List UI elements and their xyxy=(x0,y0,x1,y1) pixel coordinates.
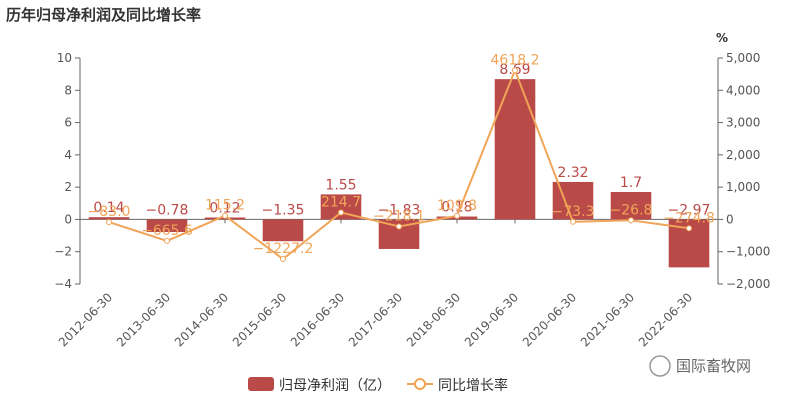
y-tick-label: −4 xyxy=(54,277,72,291)
y2-tick-label: 4,000 xyxy=(726,83,760,97)
bar-label: −1.83 xyxy=(378,202,421,218)
point-label: −218.1 xyxy=(373,208,425,224)
bar-label: 0.12 xyxy=(209,200,240,216)
point-label: 4618.2 xyxy=(491,52,540,68)
point xyxy=(570,218,576,225)
y-tick-label: 6 xyxy=(64,116,72,130)
point-label: 214.7 xyxy=(321,194,361,210)
point xyxy=(454,212,460,219)
y-tick-label: 2 xyxy=(64,180,72,194)
x-tick-label: 2015-06-30 xyxy=(230,290,289,349)
y-tick-label: 4 xyxy=(64,148,72,162)
bar xyxy=(610,191,652,220)
point xyxy=(338,209,344,216)
y2-tick-label: 3,000 xyxy=(726,116,760,130)
y-tick-label: −2 xyxy=(54,245,72,259)
x-tick-label: 2014-06-30 xyxy=(172,290,231,349)
bar xyxy=(88,217,130,220)
bar-label: 0.14 xyxy=(93,200,124,216)
y2-tick-label: 5,000 xyxy=(726,51,760,65)
y2-tick-label: 0 xyxy=(726,212,734,226)
bar xyxy=(146,219,188,233)
point-label: −274.8 xyxy=(663,210,715,226)
watermark-icon xyxy=(649,355,671,377)
x-tick-label: 2021-06-30 xyxy=(578,290,637,349)
point-label: −26.8 xyxy=(610,202,653,218)
x-tick-label: 2016-06-30 xyxy=(288,290,347,349)
point xyxy=(396,223,402,230)
legend-swatch xyxy=(248,377,274,391)
y2-tick-label: −2,000 xyxy=(726,277,770,291)
bar-label: 2.32 xyxy=(557,165,588,181)
bar xyxy=(262,219,304,242)
point-label: −73.3 xyxy=(552,204,595,220)
y-tick-label: 8 xyxy=(64,83,72,97)
bar-label: −0.78 xyxy=(146,202,189,218)
bar xyxy=(494,79,536,220)
point xyxy=(280,256,286,263)
legend-label: 同比增长率 xyxy=(438,377,508,394)
legend-label: 归母净利润（亿） xyxy=(279,377,391,394)
y2-tick-label: 2,000 xyxy=(726,148,760,162)
x-tick-label: 2022-06-30 xyxy=(636,290,695,349)
y2-unit: % xyxy=(716,31,728,45)
legend-swatch xyxy=(414,378,426,390)
point xyxy=(164,237,170,244)
bar-label: 0.18 xyxy=(441,200,472,216)
y-tick-label: 10 xyxy=(57,51,72,65)
bar-label: 1.7 xyxy=(620,175,642,191)
y2-tick-label: 1,000 xyxy=(726,180,760,194)
point-label: −1227.2 xyxy=(253,241,314,257)
bar-label: 1.55 xyxy=(325,177,356,193)
x-tick-label: 2012-06-30 xyxy=(56,290,115,349)
y2-tick-label: −1,000 xyxy=(726,245,770,259)
point xyxy=(686,225,692,232)
bar-label: −1.35 xyxy=(262,202,305,218)
point xyxy=(222,212,228,219)
x-tick-label: 2017-06-30 xyxy=(346,290,405,349)
y-tick-label: 0 xyxy=(64,212,72,226)
point xyxy=(106,219,112,226)
bar-label: −2.97 xyxy=(668,202,711,218)
watermark: 国际畜牧网 xyxy=(676,357,751,375)
chart-title: 历年归母净利润及同比增长率 xyxy=(6,6,201,24)
x-tick-label: 2019-06-30 xyxy=(462,290,521,349)
point xyxy=(512,67,518,74)
point xyxy=(628,217,634,224)
point-label: 115.2 xyxy=(205,198,245,214)
point-label: −665.6 xyxy=(141,223,193,239)
point-label: 109.8 xyxy=(437,198,477,214)
x-tick-label: 2013-06-30 xyxy=(114,290,173,349)
x-tick-label: 2018-06-30 xyxy=(404,290,463,349)
point-label: −83.0 xyxy=(88,204,131,220)
x-tick-label: 2020-06-30 xyxy=(520,290,579,349)
